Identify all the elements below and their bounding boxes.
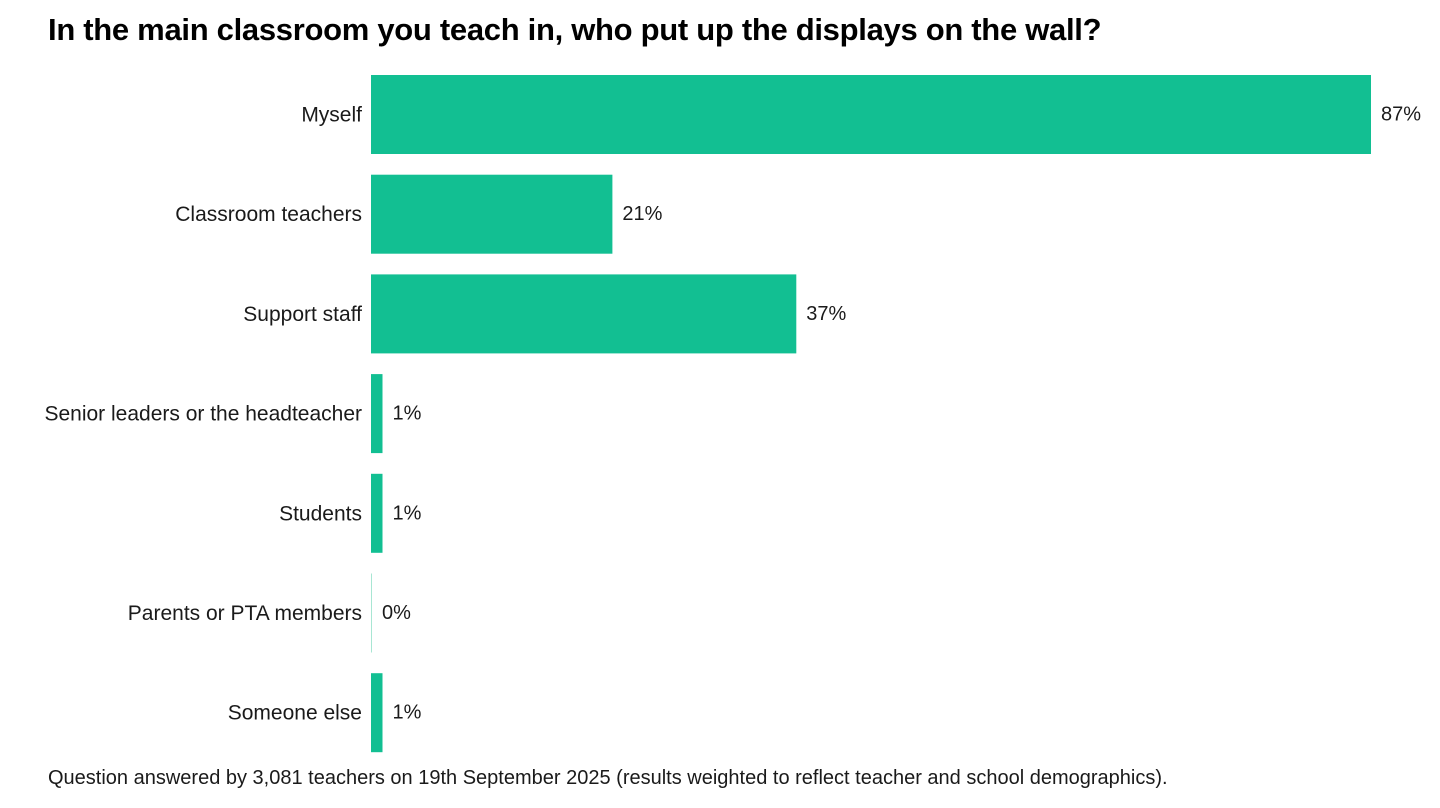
category-label: Classroom teachers bbox=[175, 203, 362, 226]
bar-classroom-teachers bbox=[371, 174, 613, 254]
category-labels-group: Myself Classroom teachers Support staff Sen… bbox=[44, 104, 362, 725]
value-label: 87% bbox=[1381, 104, 1421, 126]
bar-support-staff bbox=[371, 274, 797, 354]
bars-group bbox=[371, 75, 1371, 753]
bar-myself bbox=[371, 75, 1371, 154]
chart-title: In the main classroom you teach in, who … bbox=[48, 12, 1102, 47]
category-label: Students bbox=[279, 502, 362, 525]
footnote: Question answered by 3,081 teachers on 1… bbox=[48, 767, 1168, 789]
value-label: 0% bbox=[382, 602, 411, 624]
value-label: 21% bbox=[622, 203, 662, 225]
bar-parents-or-pta-members bbox=[371, 573, 372, 653]
bar-someone-else bbox=[371, 673, 383, 753]
category-label: Myself bbox=[301, 104, 362, 127]
category-label: Parents or PTA members bbox=[128, 602, 362, 625]
category-label: Someone else bbox=[228, 702, 362, 725]
value-label: 1% bbox=[393, 702, 422, 724]
bar-students bbox=[371, 473, 383, 553]
category-label: Support staff bbox=[243, 303, 362, 326]
category-label: Senior leaders or the headteacher bbox=[44, 403, 362, 426]
value-label: 1% bbox=[393, 403, 422, 425]
value-labels-group: 87% 21% 37% 1% 1% 0% 1% bbox=[382, 104, 1421, 724]
bar-senior-leaders-or-the-headteacher bbox=[371, 374, 383, 454]
value-label: 37% bbox=[806, 303, 846, 325]
value-label: 1% bbox=[393, 502, 422, 524]
